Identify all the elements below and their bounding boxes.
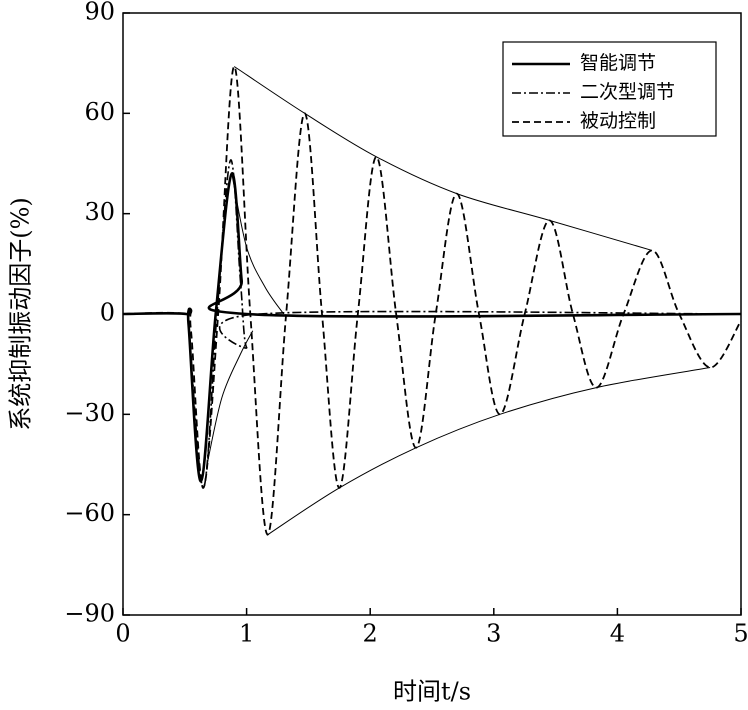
legend-box xyxy=(502,41,717,137)
envelope-line xyxy=(267,367,711,536)
series-line xyxy=(122,65,742,536)
y-tick-label: 0 xyxy=(100,299,115,327)
y-tick-label: −30 xyxy=(64,399,115,427)
legend-label: 智能调节 xyxy=(580,52,656,74)
series-line xyxy=(122,159,742,489)
x-tick-label: 4 xyxy=(610,620,625,648)
y-tick-label: −90 xyxy=(64,600,115,628)
y-axis-label: 系统抑制振动因子(%) xyxy=(7,197,35,431)
legend-label: 二次型调节 xyxy=(580,81,675,103)
y-tick-label: −60 xyxy=(64,499,115,527)
x-tick-label: 2 xyxy=(363,620,378,648)
envelope-line xyxy=(233,66,653,251)
envelope-line xyxy=(206,330,254,465)
y-tick-label: 90 xyxy=(84,0,115,26)
x-tick-label: 5 xyxy=(733,620,748,648)
y-tick-label: 60 xyxy=(84,98,115,126)
x-tick-label: 1 xyxy=(239,620,254,648)
x-tick-label: 3 xyxy=(486,620,501,648)
x-axis-label: 时间t/s xyxy=(393,678,471,706)
y-tick-label: 30 xyxy=(84,198,115,226)
legend-label: 被动控制 xyxy=(580,110,656,132)
x-tick-label: 0 xyxy=(115,620,130,648)
